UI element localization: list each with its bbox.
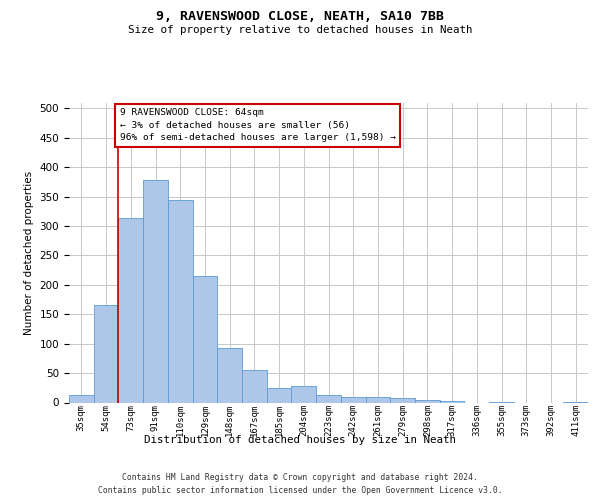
Text: 9 RAVENSWOOD CLOSE: 64sqm
← 3% of detached houses are smaller (56)
96% of semi-d: 9 RAVENSWOOD CLOSE: 64sqm ← 3% of detach… [119,108,395,142]
Bar [242,370,267,402]
Y-axis label: Number of detached properties: Number of detached properties [24,170,34,334]
Text: Contains public sector information licensed under the Open Government Licence v3: Contains public sector information licen… [98,486,502,495]
Bar [267,388,292,402]
Bar [415,400,440,402]
Bar [69,395,94,402]
Text: 9, RAVENSWOOD CLOSE, NEATH, SA10 7BB: 9, RAVENSWOOD CLOSE, NEATH, SA10 7BB [156,10,444,23]
Text: Size of property relative to detached houses in Neath: Size of property relative to detached ho… [128,25,472,35]
Bar [440,400,464,402]
Bar [193,276,217,402]
Bar [341,396,365,402]
Bar [316,395,341,402]
Bar [217,348,242,403]
Text: Contains HM Land Registry data © Crown copyright and database right 2024.: Contains HM Land Registry data © Crown c… [122,472,478,482]
Bar [365,397,390,402]
Bar [390,398,415,402]
Bar [168,200,193,402]
Bar [94,306,118,402]
Bar [118,218,143,402]
Text: Distribution of detached houses by size in Neath: Distribution of detached houses by size … [144,435,456,445]
Bar [143,180,168,402]
Bar [292,386,316,402]
